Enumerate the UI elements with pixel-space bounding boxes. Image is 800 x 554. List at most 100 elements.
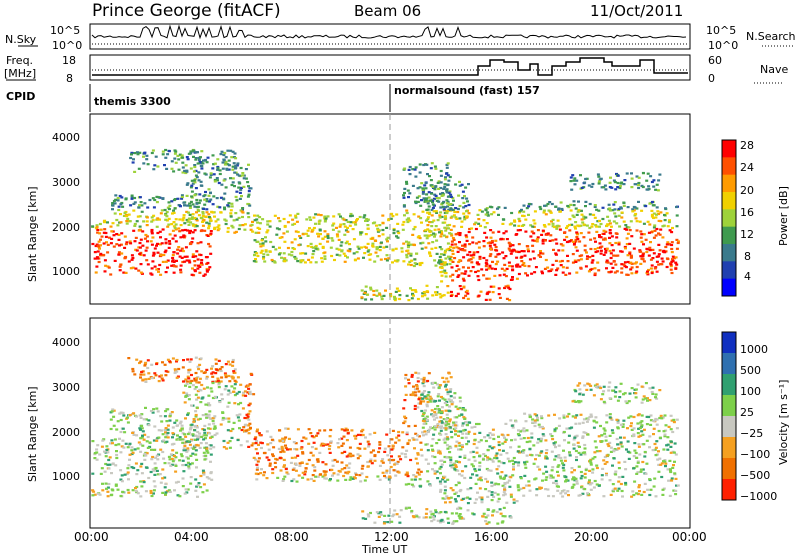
range-time-cell <box>99 252 103 255</box>
range-time-cell <box>288 214 292 217</box>
freq-panel: Freq. [MHz] 18 8 60 0 Nave <box>4 54 788 85</box>
range-time-cell <box>443 455 447 459</box>
range-time-cell <box>258 216 262 219</box>
range-time-cell <box>615 270 619 273</box>
range-time-cell <box>244 429 248 432</box>
range-time-cell <box>178 495 182 498</box>
range-time-cell <box>461 190 465 193</box>
range-time-cell <box>442 418 446 421</box>
range-time-cell <box>374 239 378 242</box>
range-time-cell <box>671 255 675 258</box>
range-time-cell <box>636 460 640 463</box>
range-time-cell <box>183 401 187 404</box>
range-time-cell <box>134 267 138 270</box>
range-time-cell <box>456 292 460 295</box>
range-time-cell <box>673 257 676 260</box>
range-time-cell <box>324 218 327 221</box>
range-time-cell <box>637 445 641 448</box>
range-time-cell <box>615 437 619 441</box>
range-time-cell <box>407 439 411 442</box>
range-time-cell <box>637 181 641 185</box>
range-time-cell <box>415 515 419 518</box>
range-time-cell <box>595 483 599 486</box>
range-time-cell <box>130 153 133 156</box>
range-time-cell <box>440 463 444 466</box>
range-time-cell <box>314 261 318 264</box>
range-time-cell <box>455 217 459 220</box>
range-time-cell <box>642 260 646 263</box>
range-time-cell <box>477 246 481 249</box>
range-time-cell <box>442 187 446 190</box>
power-colorbar-swatch <box>722 209 736 228</box>
range-time-cell <box>196 444 200 447</box>
range-time-cell <box>149 409 153 413</box>
range-time-cell <box>163 415 167 418</box>
range-time-cell <box>179 420 183 423</box>
range-time-cell <box>598 235 601 238</box>
range-time-cell <box>502 494 506 497</box>
range-time-cell <box>572 483 576 486</box>
range-time-cell <box>603 455 607 459</box>
range-time-cell <box>421 391 425 394</box>
range-time-cell <box>441 520 445 523</box>
range-time-cell <box>361 433 365 437</box>
range-time-cell <box>608 397 612 400</box>
range-time-cell <box>641 398 645 401</box>
range-time-cell <box>407 482 411 486</box>
range-time-cell <box>455 440 459 443</box>
range-time-cell <box>159 415 163 418</box>
range-time-cell <box>164 482 168 486</box>
range-time-cell <box>109 242 113 245</box>
range-time-cell <box>540 270 544 273</box>
range-time-cell <box>359 233 363 236</box>
range-time-cell <box>616 489 620 492</box>
range-time-cell <box>421 187 425 190</box>
range-time-cell <box>420 261 424 265</box>
range-time-cell <box>454 294 458 298</box>
range-time-cell <box>442 476 446 479</box>
range-time-cell <box>433 228 437 231</box>
range-time-cell <box>396 230 400 233</box>
range-time-cell <box>460 272 464 275</box>
range-time-cell <box>387 445 391 448</box>
range-time-cell <box>208 217 212 220</box>
range-time-cell <box>128 442 132 445</box>
range-time-cell <box>439 511 443 514</box>
range-time-cell <box>484 213 488 216</box>
range-time-cell <box>193 429 197 432</box>
range-time-cell <box>524 272 528 275</box>
range-time-cell <box>554 253 558 256</box>
range-time-cell <box>179 453 183 456</box>
range-time-cell <box>669 469 672 472</box>
range-time-cell <box>624 247 627 250</box>
range-time-cell <box>247 190 251 193</box>
range-time-cell <box>247 185 250 188</box>
range-time-cell <box>339 223 343 226</box>
range-time-cell <box>591 223 595 226</box>
range-time-cell <box>402 194 405 197</box>
range-time-cell <box>644 382 648 385</box>
range-time-cell <box>463 195 466 198</box>
range-time-cell <box>446 478 450 481</box>
range-time-cell <box>227 420 231 423</box>
range-time-cell <box>413 407 417 410</box>
range-time-cell <box>166 206 170 209</box>
range-time-cell <box>426 173 429 176</box>
range-time-cell <box>349 476 353 479</box>
range-time-cell <box>459 430 463 433</box>
range-time-cell <box>618 186 622 190</box>
range-time-cell <box>475 446 479 449</box>
range-time-cell <box>630 422 633 425</box>
range-time-cell <box>202 387 206 390</box>
range-time-cell <box>145 452 149 455</box>
range-time-cell <box>257 432 261 435</box>
range-time-cell <box>145 259 149 262</box>
range-time-cell <box>636 432 640 435</box>
range-time-cell <box>568 454 572 457</box>
range-time-cell <box>586 492 590 495</box>
range-time-cell <box>271 454 275 458</box>
range-time-cell <box>480 268 484 271</box>
range-time-cell <box>648 249 652 252</box>
range-time-cell <box>213 180 217 183</box>
range-time-cell <box>186 432 190 436</box>
